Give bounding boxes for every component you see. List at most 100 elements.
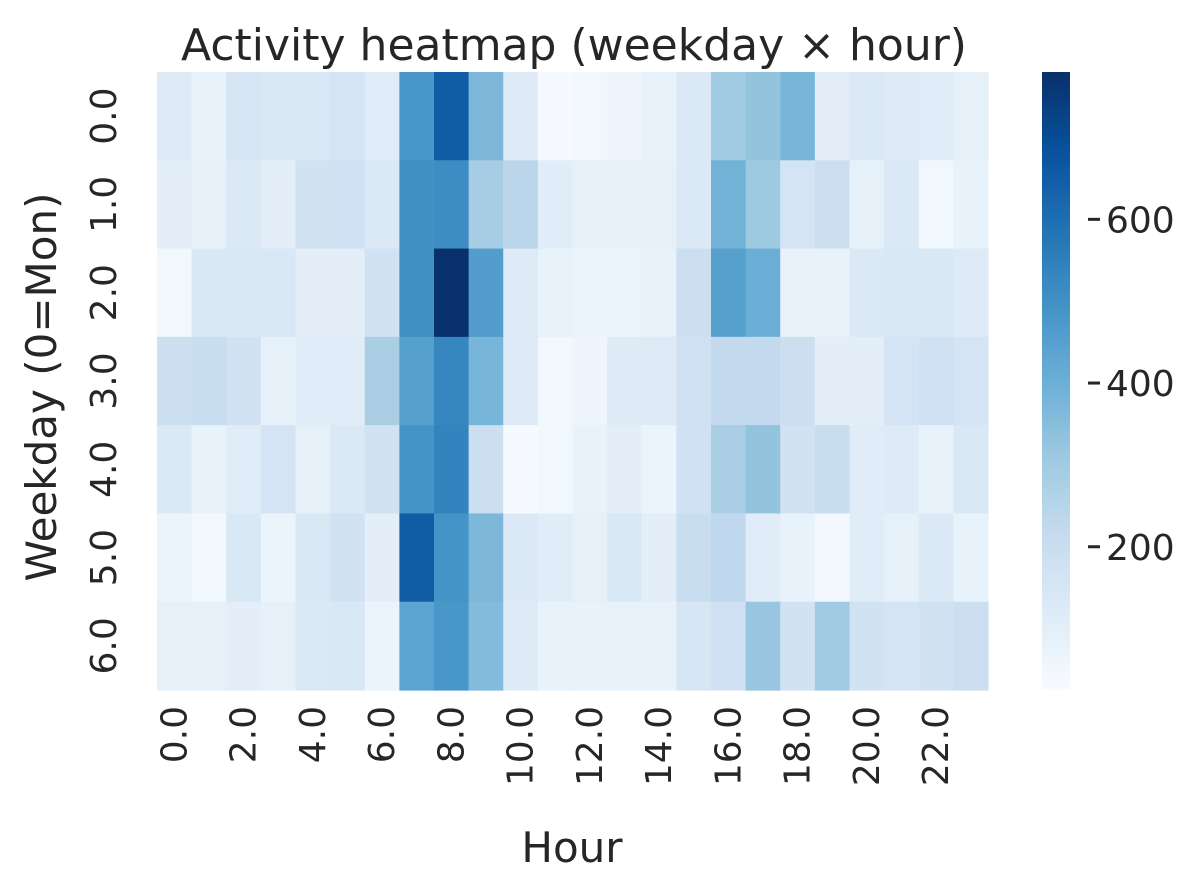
x-tick-label: 12.0 <box>570 706 611 786</box>
x-tick-label: 22.0 <box>916 706 957 786</box>
heatmap-cell <box>295 160 331 250</box>
heatmap-cell <box>711 248 747 338</box>
heatmap-cell <box>814 72 851 161</box>
heatmap-cell <box>399 513 435 603</box>
heatmap-cell <box>295 601 331 691</box>
heatmap-cell <box>780 513 816 603</box>
heatmap-cells <box>157 72 989 691</box>
heatmap-cell <box>953 425 989 515</box>
heatmap-cell <box>814 513 851 603</box>
heatmap-cell <box>226 513 262 603</box>
heatmap-cell <box>468 336 504 426</box>
heatmap-cell <box>711 72 747 161</box>
heatmap-cell <box>295 425 331 515</box>
heatmap-cell <box>572 72 608 161</box>
heatmap-cell <box>572 160 608 250</box>
heatmap-cell <box>537 601 574 691</box>
heatmap-cell <box>607 601 643 691</box>
heatmap-cell <box>364 513 400 603</box>
heatmap-cell <box>434 160 470 250</box>
heatmap-cell <box>918 72 954 161</box>
y-tick-label: 6.0 <box>84 617 125 674</box>
heatmap-cell <box>607 425 643 515</box>
x-tick-labels: 0.0 2.0 4.0 6.0 8.0 10.0 12.0 14.0 16.0 18.0 20.0 2… <box>154 706 957 786</box>
heatmap-cell <box>641 248 677 338</box>
heatmap-cell <box>918 248 954 338</box>
heatmap-cell <box>676 160 712 250</box>
heatmap-cell <box>468 248 504 338</box>
heatmap-cell <box>399 160 435 250</box>
heatmap-cell <box>572 601 608 691</box>
heatmap-cell <box>918 160 954 250</box>
heatmap-cell <box>814 336 851 426</box>
heatmap-cell <box>849 601 885 691</box>
heatmap-cell <box>953 248 989 338</box>
heatmap-cell <box>191 336 227 426</box>
heatmap-cell <box>641 425 677 515</box>
x-tick-label: 18.0 <box>778 706 819 786</box>
heatmap-cell <box>849 513 885 603</box>
heatmap-cell <box>468 425 504 515</box>
heatmap-cell <box>641 160 677 250</box>
heatmap-cell <box>226 601 262 691</box>
heatmap-cell <box>364 248 400 338</box>
heatmap-cell <box>434 513 470 603</box>
heatmap-cell <box>364 336 400 426</box>
heatmap-cell <box>918 425 954 515</box>
heatmap-cell <box>434 248 470 338</box>
heatmap-cell <box>676 513 712 603</box>
heatmap-cell <box>260 601 297 691</box>
y-tick-label: 3.0 <box>84 352 125 409</box>
x-tick-label: 8.0 <box>431 706 472 763</box>
colorbar <box>1042 72 1070 690</box>
heatmap-cell <box>157 425 193 515</box>
heatmap-cell <box>676 248 712 338</box>
heatmap-cell <box>503 336 539 426</box>
heatmap-cell <box>260 160 297 250</box>
heatmap-cell <box>503 72 539 161</box>
heatmap-cell <box>849 425 885 515</box>
heatmap-cell <box>537 336 574 426</box>
x-tick-label: 16.0 <box>708 706 749 786</box>
heatmap-cell <box>364 425 400 515</box>
heatmap-cell <box>918 601 954 691</box>
heatmap-cell <box>260 336 297 426</box>
heatmap-cell <box>953 336 989 426</box>
heatmap-cell <box>745 601 781 691</box>
heatmap-cell <box>191 513 227 603</box>
heatmap-cell <box>434 336 470 426</box>
heatmap-cell <box>537 160 574 250</box>
y-axis-label: Weekday (0=Mon) <box>17 193 66 582</box>
heatmap-cell <box>537 248 574 338</box>
heatmap-cell <box>260 513 297 603</box>
heatmap-cell <box>711 601 747 691</box>
heatmap-cell <box>226 336 262 426</box>
heatmap-cell <box>607 248 643 338</box>
heatmap-cell <box>260 425 297 515</box>
heatmap-cell <box>364 601 400 691</box>
heatmap-cell <box>918 513 954 603</box>
heatmap-cell <box>780 72 816 161</box>
heatmap-cell <box>884 160 920 250</box>
heatmap-cell <box>191 248 227 338</box>
chart-title: Activity heatmap (weekday × hour) <box>181 20 967 71</box>
heatmap-cell <box>849 72 885 161</box>
x-tick-label: 14.0 <box>639 706 680 786</box>
heatmap-cell <box>364 160 400 250</box>
heatmap-cell <box>226 160 262 250</box>
y-tick-label: 5.0 <box>84 529 125 586</box>
x-tick-label: 0.0 <box>154 706 195 763</box>
heatmap-cell <box>399 248 435 338</box>
heatmap-cell <box>884 513 920 603</box>
heatmap-cell <box>641 336 677 426</box>
heatmap-cell <box>745 248 781 338</box>
heatmap-cell <box>780 601 816 691</box>
heatmap-cell <box>676 425 712 515</box>
heatmap-cell <box>849 336 885 426</box>
heatmap-cell <box>607 160 643 250</box>
heatmap-cell <box>434 72 470 161</box>
colorbar-tick-label: 600 <box>1106 200 1175 241</box>
heatmap-cell <box>503 160 539 250</box>
heatmap-cell <box>330 336 366 426</box>
y-tick-label: 4.0 <box>84 441 125 498</box>
